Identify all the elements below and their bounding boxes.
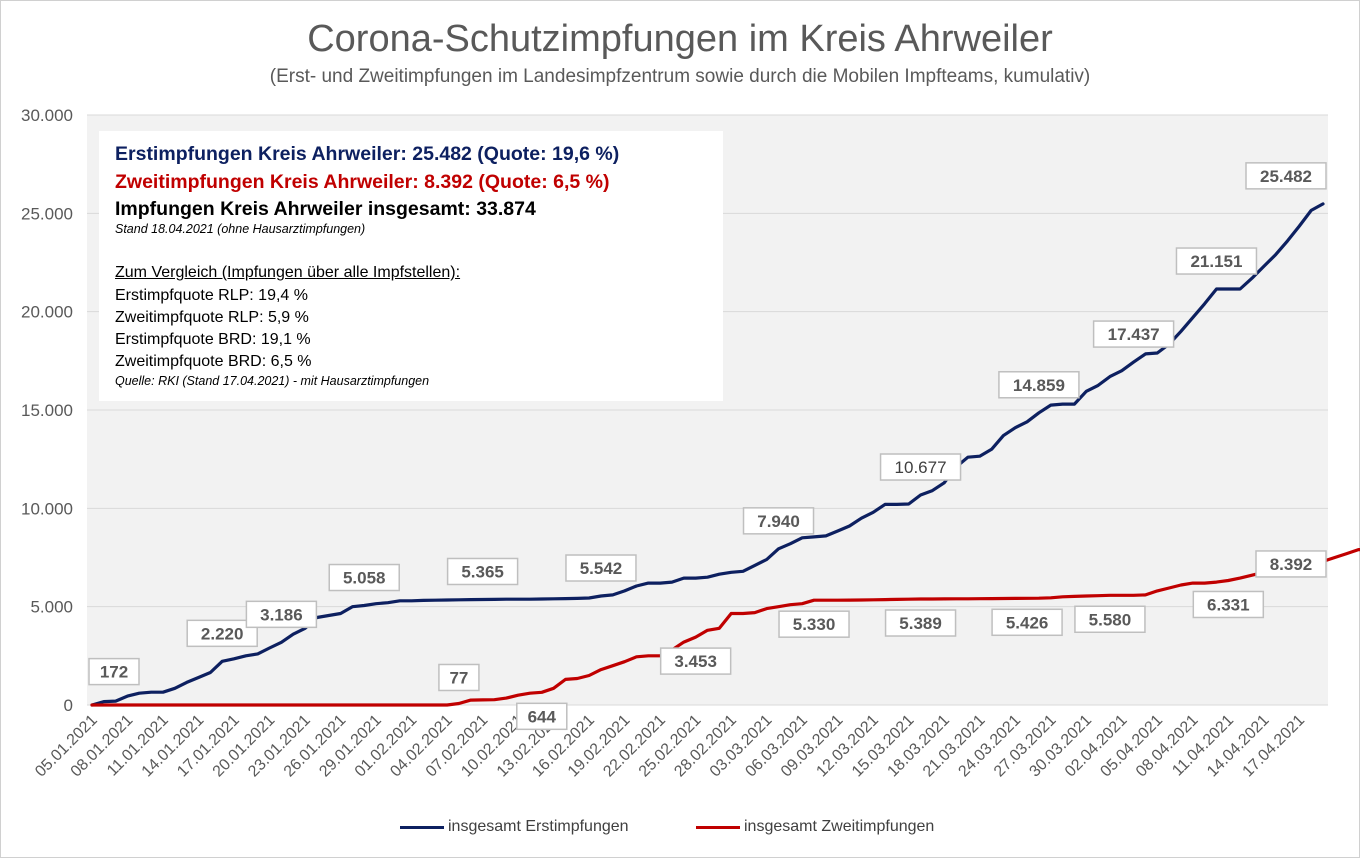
data-label: 6.331 (1192, 590, 1265, 619)
data-label-box (88, 657, 140, 686)
data-label-box (245, 600, 318, 629)
data-label-text: 5.426 (1006, 613, 1049, 632)
data-label-text: 25.482 (1260, 167, 1312, 186)
data-label-box (516, 702, 568, 731)
data-label-box (1092, 320, 1175, 348)
data-label-text: 3.453 (674, 652, 717, 671)
data-label-box (1074, 605, 1146, 634)
data-label-box (438, 663, 480, 692)
info-brd-erst: Erstimpfquote BRD: 19,1 % (115, 331, 311, 348)
info-box: Erstimpfungen Kreis Ahrweiler: 25.482 (Q… (99, 131, 723, 401)
y-tick-label: 25.000 (21, 204, 73, 223)
data-label-text: 5.542 (580, 559, 623, 578)
data-label: 14.859 (998, 371, 1080, 399)
data-label-text: 5.058 (343, 569, 386, 588)
legend-item-erst: insgesamt Erstimpfungen (400, 818, 629, 836)
data-label: 5.580 (1074, 605, 1146, 634)
legend-item-zweit: insgesamt Zweitimpfungen (696, 818, 934, 836)
legend-label-erst: insgesamt Erstimpfungen (448, 818, 629, 835)
y-tick-label: 15.000 (21, 401, 73, 420)
data-label-box (328, 563, 400, 592)
data-label-text: 5.580 (1089, 610, 1132, 629)
info-quelle: Quelle: RKI (Stand 17.04.2021) - mit Hau… (115, 374, 430, 388)
data-label-text: 3.186 (260, 605, 303, 624)
series-line-erst (90, 202, 1325, 707)
data-label-box (659, 647, 732, 675)
data-label: 21.151 (1175, 247, 1258, 275)
data-label: 10.677 (879, 453, 962, 481)
data-label-text: 21.151 (1190, 252, 1242, 271)
data-label-box (884, 609, 957, 637)
data-label-text: 77 (449, 668, 468, 687)
y-tick-label: 5.000 (30, 598, 73, 617)
data-label-box (778, 610, 850, 638)
data-label: 5.426 (991, 608, 1063, 637)
data-label: 25.482 (1245, 162, 1327, 190)
data-label: 8.392 (1255, 550, 1327, 578)
data-label-text: 7.940 (757, 512, 800, 531)
data-label: 3.453 (659, 647, 732, 675)
data-label-text: 10.677 (895, 458, 947, 477)
y-tick-label: 20.000 (21, 303, 73, 322)
chart-subtitle: (Erst- und Zweitimpfungen im Landesimpfz… (269, 66, 1091, 87)
data-label: 17.437 (1092, 320, 1175, 348)
data-label-text: 5.365 (461, 562, 504, 581)
info-rlp-zweit: Zweitimpfquote RLP: 5,9 % (115, 309, 309, 326)
legend-swatch-erst (400, 825, 444, 829)
data-label-box (565, 554, 637, 582)
series-lines (90, 202, 1360, 707)
data-label-box (879, 453, 962, 481)
data-label: 5.330 (778, 610, 850, 638)
series-line-zweit (90, 547, 1360, 707)
data-label-box (186, 619, 258, 648)
info-erst: Erstimpfungen Kreis Ahrweiler: 25.482 (Q… (115, 143, 620, 165)
y-tick-label: 10.000 (21, 499, 73, 518)
data-label: 5.389 (884, 609, 957, 637)
data-labels: 172 2.220 3.186 5.058 5.365 5.542 7.940 10.677 1… (88, 162, 1327, 731)
data-label: 5.058 (328, 563, 400, 592)
data-label: 5.542 (565, 554, 637, 582)
y-tick-label: 30.000 (21, 106, 73, 125)
data-label-box (446, 557, 519, 586)
data-label-text: 644 (528, 707, 557, 726)
info-vergleich: Zum Vergleich (Impfungen über alle Impfs… (115, 264, 461, 281)
info-brd-zweit: Zweitimpfquote BRD: 6,5 % (115, 353, 312, 370)
data-label-text: 2.220 (201, 624, 244, 643)
data-label-box (998, 371, 1080, 399)
legend-swatch-zweit (696, 825, 740, 829)
data-label: 172 (88, 657, 140, 686)
data-label-box (742, 507, 815, 535)
data-label-text: 14.859 (1013, 376, 1065, 395)
chart-title: Corona-Schutzimpfungen im Kreis Ahrweile… (307, 18, 1053, 60)
y-axis-ticks: 0 5.000 10.000 15.000 20.000 25.000 30.000 (21, 106, 73, 715)
data-label-text: 6.331 (1207, 595, 1250, 614)
data-label: 77 (438, 663, 480, 692)
legend-label-zweit: insgesamt Zweitimpfungen (744, 818, 935, 835)
info-stand: Stand 18.04.2021 (ohne Hausarztimpfungen… (115, 222, 366, 236)
info-zweit: Zweitimpfungen Kreis Ahrweiler: 8.392 (Q… (115, 171, 610, 193)
data-label-text: 17.437 (1108, 325, 1160, 344)
data-label-text: 8.392 (1270, 555, 1313, 574)
info-total: Impfungen Kreis Ahrweiler insgesamt: 33.… (115, 198, 536, 220)
data-label-box (1175, 247, 1258, 275)
data-label: 7.940 (742, 507, 815, 535)
data-label: 3.186 (245, 600, 318, 629)
x-axis-ticks: 05.01.202108.01.202111.01.202114.01.2021… (32, 712, 1308, 781)
data-label: 5.365 (446, 557, 519, 586)
data-label: 2.220 (186, 619, 258, 648)
info-rlp-erst: Erstimpfquote RLP: 19,4 % (115, 287, 308, 304)
data-label: 644 (516, 702, 568, 731)
legend: insgesamt Erstimpfungen insgesamt Zweiti… (0, 818, 1360, 842)
y-tick-label: 0 (64, 696, 73, 715)
data-label-box (1255, 550, 1327, 578)
data-label-text: 5.330 (793, 615, 836, 634)
data-label-box (1245, 162, 1327, 190)
data-label-text: 5.389 (899, 614, 942, 633)
data-label-box (991, 608, 1063, 637)
data-label-text: 172 (100, 663, 128, 682)
data-label-box (1192, 590, 1265, 619)
